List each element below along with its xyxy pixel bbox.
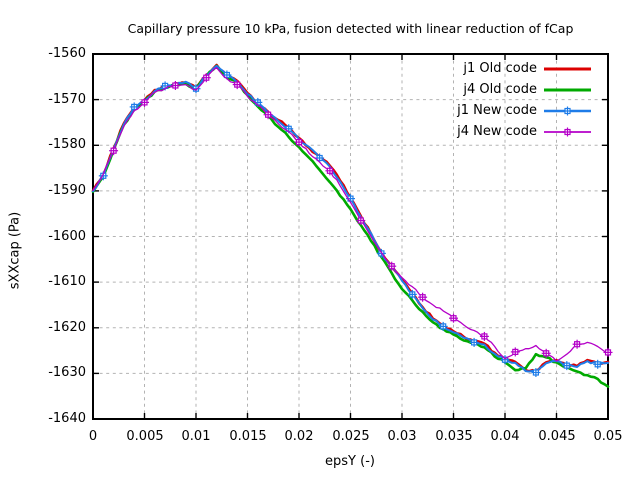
x-tick-label: 0.01 — [181, 429, 211, 444]
point-marker — [479, 331, 489, 341]
point-marker — [140, 97, 149, 107]
axis-tick-marks — [92, 53, 609, 420]
point-marker — [232, 80, 242, 90]
legend-item-j4-new-code: j4 New code — [400, 121, 592, 142]
point-marker — [603, 347, 613, 357]
point-marker — [469, 337, 479, 347]
point-marker — [325, 166, 335, 176]
grid-lines — [93, 54, 608, 419]
legend-label: j1 New code — [457, 103, 537, 118]
x-tick-label: 0.025 — [332, 429, 370, 444]
x-tick-label: 0.04 — [490, 429, 520, 444]
point-marker — [170, 81, 180, 90]
legend-line-sample — [544, 88, 591, 91]
legend-line-sample — [544, 67, 591, 70]
point-marker — [387, 261, 397, 271]
y-tick-label: -1630 — [48, 365, 86, 380]
x-tick-label: 0.015 — [229, 429, 267, 444]
x-tick-label: 0.02 — [284, 429, 314, 444]
x-tick-label: 0.045 — [538, 429, 576, 444]
point-marker — [593, 359, 603, 369]
y-tick-label: -1620 — [48, 320, 86, 335]
point-marker — [263, 110, 273, 120]
legend-label: j4 Old code — [463, 82, 537, 97]
point-marker — [294, 137, 304, 147]
x-tick-label: 0.03 — [387, 429, 417, 444]
legend-item-j4-old-code: j4 Old code — [400, 79, 592, 100]
legend: j1 Old code j4 Old code j1 New code j4 New … — [400, 58, 592, 142]
x-tick-label: 0.005 — [126, 429, 164, 444]
point-marker — [109, 146, 119, 156]
point-marker — [562, 361, 572, 371]
y-tick-label: -1560 — [48, 46, 86, 61]
x-axis-label: epsY (-) — [325, 454, 375, 469]
legend-label: j4 New code — [457, 124, 537, 139]
point-marker — [201, 73, 211, 83]
y-axis-label: sXXcap (Pa) — [7, 211, 23, 290]
legend-item-j1-new-code: j1 New code — [400, 100, 592, 121]
legend-line-sample — [544, 127, 591, 136]
point-marker — [449, 313, 458, 323]
y-tick-label: -1580 — [48, 137, 86, 152]
legend-line-sample — [544, 106, 591, 115]
y-tick-label: -1600 — [48, 229, 86, 244]
y-tick-label: -1570 — [48, 92, 86, 107]
point-marker — [315, 153, 325, 163]
point-marker — [510, 347, 520, 357]
x-tick-label: 0.035 — [435, 429, 473, 444]
point-marker — [531, 368, 541, 377]
chart-title: Capillary pressure 10 kPa, fusion detect… — [127, 21, 574, 36]
point-marker — [438, 321, 448, 331]
point-marker — [418, 292, 428, 302]
legend-item-j1-old-code: j1 Old code — [400, 58, 592, 79]
x-tick-label: 0.05 — [593, 429, 623, 444]
point-marker — [500, 355, 510, 365]
x-tick-label: 0 — [88, 429, 98, 444]
y-tick-label: -1640 — [48, 411, 86, 426]
y-tick-label: -1610 — [48, 274, 86, 289]
y-tick-label: -1590 — [48, 183, 86, 198]
legend-label: j1 Old code — [463, 61, 537, 76]
series-markers-j4-new-code — [109, 73, 613, 358]
legend-marker — [563, 127, 572, 136]
point-marker — [356, 216, 366, 225]
point-marker — [572, 339, 582, 349]
legend-marker — [563, 106, 572, 115]
point-marker — [407, 289, 417, 299]
point-marker — [541, 348, 551, 358]
